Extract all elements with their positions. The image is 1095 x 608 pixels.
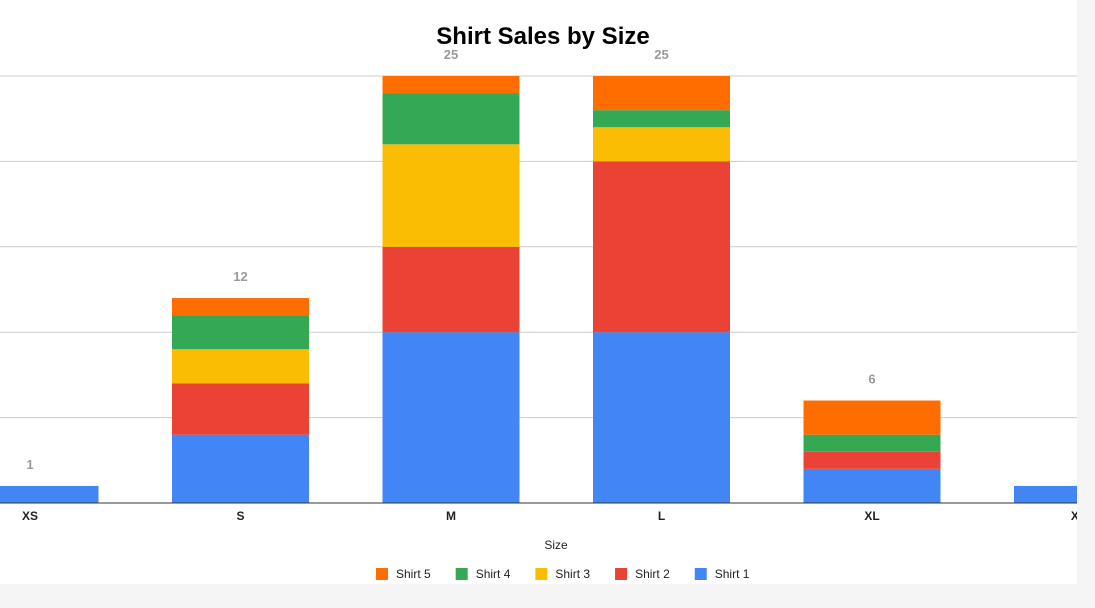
legend-label: Shirt 5	[396, 567, 431, 581]
legend-swatch	[535, 568, 548, 580]
total-label-s: 12	[233, 269, 247, 284]
bar-segment-shirt-4-s[interactable]	[172, 315, 309, 350]
bar-segment-shirt-2-m[interactable]	[382, 246, 520, 333]
bar-segment-shirt-1-xl[interactable]	[803, 468, 941, 503]
legend-item-shirt-1[interactable]: Shirt 1	[694, 567, 750, 581]
legend-item-shirt-4[interactable]: Shirt 4	[455, 567, 511, 581]
scrollbar-track[interactable]	[1077, 0, 1095, 608]
total-label-m: 25	[444, 47, 458, 62]
legend-item-shirt-5[interactable]: Shirt 5	[376, 567, 431, 581]
bar-segment-shirt-5-xl[interactable]	[803, 400, 941, 435]
total-label-xl: 6	[868, 372, 875, 387]
bar-segment-shirt-3-l[interactable]	[593, 127, 730, 162]
bar-segment-shirt-2-l[interactable]	[593, 161, 730, 333]
bar-segment-shirt-2-xl[interactable]	[803, 451, 941, 469]
stacked-bar-chart: Shirt Sales by Size 112252561 XSSMLXLXXL…	[0, 23, 1077, 581]
legend-label: Shirt 1	[715, 567, 750, 581]
bar-segment-shirt-1-xs[interactable]	[0, 485, 99, 503]
bar-segment-shirt-5-l[interactable]	[593, 76, 730, 111]
legend-label: Shirt 2	[635, 567, 670, 581]
bar-segment-shirt-2-s[interactable]	[172, 383, 309, 435]
gridlines	[0, 75, 1077, 419]
total-label-xs: 1	[26, 457, 33, 472]
chart-panel: Shirt Sales by Size 112252561 XSSMLXLXXL…	[0, 23, 1077, 581]
legend-item-shirt-3[interactable]: Shirt 3	[535, 567, 590, 581]
bars	[0, 76, 1077, 503]
bar-segment-shirt-1-xxl[interactable]	[1014, 485, 1077, 503]
legend-item-shirt-2[interactable]: Shirt 2	[615, 567, 670, 581]
legend-swatch	[694, 568, 707, 580]
legend[interactable]: Shirt 5 Shirt 4 Shirt 3 Shirt 2 Shirt 1	[376, 567, 750, 581]
x-tick-label-l: L	[658, 509, 665, 523]
bar-segment-shirt-5-s[interactable]	[172, 298, 309, 316]
bar-segment-shirt-4-l[interactable]	[593, 110, 730, 128]
data-labels: 112252561	[26, 47, 875, 472]
bar-segment-shirt-5-m[interactable]	[382, 76, 520, 94]
bar-segment-shirt-1-l[interactable]	[593, 332, 730, 503]
page-background	[0, 584, 1095, 608]
bar-segment-shirt-4-m[interactable]	[382, 93, 520, 145]
bar-segment-shirt-1-s[interactable]	[172, 434, 309, 503]
bar-segment-shirt-1-m[interactable]	[382, 332, 520, 503]
legend-swatch	[455, 568, 468, 580]
legend-swatch	[615, 568, 628, 580]
x-tick-label-xl: XL	[864, 509, 879, 523]
total-label-l: 25	[654, 47, 668, 62]
legend-label: Shirt 3	[555, 567, 590, 581]
bar-segment-shirt-4-xl[interactable]	[803, 434, 941, 452]
legend-swatch	[376, 568, 388, 580]
bar-segment-shirt-3-m[interactable]	[382, 144, 520, 247]
x-tick-label-xs: XS	[22, 509, 38, 523]
x-tick-label-xxl: XXL	[1071, 509, 1077, 523]
bar-segment-shirt-3-s[interactable]	[172, 349, 309, 384]
x-axis-title: Size	[544, 538, 568, 552]
legend-label: Shirt 4	[476, 567, 511, 581]
x-tick-label-m: M	[446, 509, 456, 523]
chart-title: Shirt Sales by Size	[436, 23, 649, 50]
x-axis-ticks: XS S M L XL XXL	[22, 509, 1077, 523]
x-tick-label-s: S	[236, 509, 244, 523]
